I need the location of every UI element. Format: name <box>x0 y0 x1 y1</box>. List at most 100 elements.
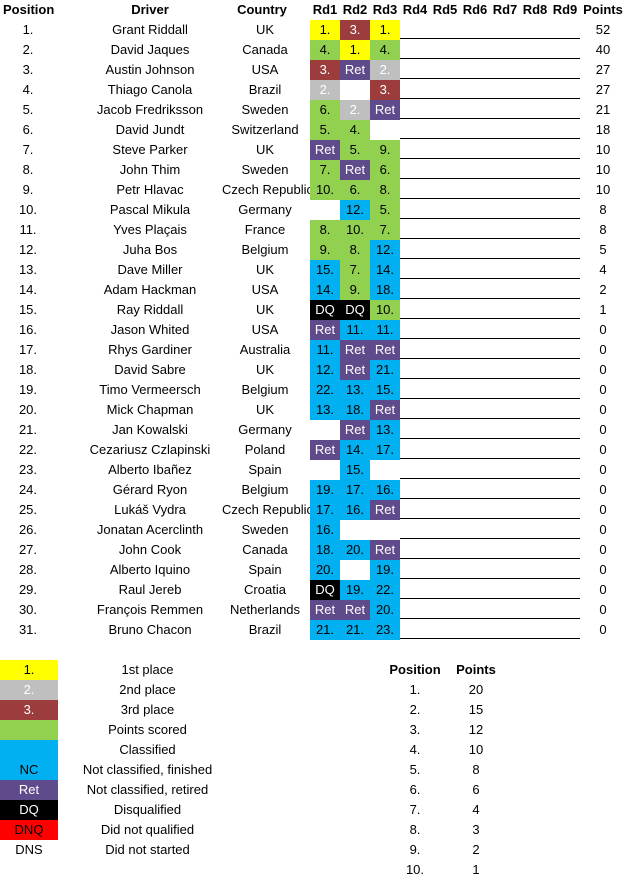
row-divider <box>400 418 580 419</box>
result-rd2: 17. <box>340 480 370 500</box>
result-rd1: 19. <box>310 480 340 500</box>
points-table-points: 1 <box>472 862 480 877</box>
result-rd1: 8. <box>310 220 340 240</box>
row-points: 1 <box>599 302 607 317</box>
row-divider <box>400 538 580 539</box>
row-country: Czech Republic <box>222 502 314 517</box>
row-points: 27 <box>595 62 611 77</box>
points-table-points: 12 <box>468 722 484 737</box>
row-divider <box>400 318 580 319</box>
row-points: 0 <box>599 562 607 577</box>
legend-label: Did not qualified <box>100 822 195 837</box>
row-driver: Jason Whited <box>110 322 190 337</box>
points-table-position: 5. <box>409 762 421 777</box>
result-rd2: 13. <box>340 380 370 400</box>
result-rd2: Ret <box>340 600 370 620</box>
row-driver: John Cook <box>118 542 182 557</box>
row-country: USA <box>251 282 279 297</box>
row-divider <box>400 78 580 79</box>
row-points: 21 <box>595 102 611 117</box>
legend-swatch <box>0 720 58 740</box>
row-position: 27. <box>18 542 38 557</box>
row-driver: Mick Chapman <box>106 402 194 417</box>
row-points: 0 <box>599 382 607 397</box>
result-rd1: 10. <box>310 180 340 200</box>
row-driver: Alberto Iquino <box>109 562 191 577</box>
legend-label: 1st place <box>121 662 174 677</box>
row-divider <box>400 358 580 359</box>
result-rd3: 18. <box>370 280 400 300</box>
row-country: Croatia <box>244 582 286 597</box>
row-points: 0 <box>599 622 607 637</box>
result-rd1: Ret <box>310 440 340 460</box>
row-position: 12. <box>18 242 38 257</box>
row-country: France <box>244 222 286 237</box>
row-position: 28. <box>18 562 38 577</box>
legend-label: Points scored <box>108 722 187 737</box>
points-table-points: 4 <box>472 802 480 817</box>
result-rd3: 20. <box>370 600 400 620</box>
row-position: 26. <box>18 522 38 537</box>
points-table-position: 8. <box>409 822 421 837</box>
result-rd2: 5. <box>340 140 370 160</box>
row-position: 23. <box>18 462 38 477</box>
row-driver: David Jaques <box>110 42 190 57</box>
row-divider <box>400 598 580 599</box>
result-rd3: 22. <box>370 580 400 600</box>
row-points: 0 <box>599 502 607 517</box>
row-divider <box>400 478 580 479</box>
result-rd1: 22. <box>310 380 340 400</box>
result-rd3: 4. <box>370 40 400 60</box>
row-country: Sweden <box>241 522 289 537</box>
row-driver: Rhys Gardiner <box>108 342 192 357</box>
result-rd2: 14. <box>340 440 370 460</box>
header-rd7: Rd7 <box>492 2 518 17</box>
result-rd2: Ret <box>340 160 370 180</box>
row-country: UK <box>255 22 275 37</box>
legend-label: Did not started <box>105 842 190 857</box>
row-country: Canada <box>242 542 288 557</box>
row-points: 0 <box>599 362 607 377</box>
row-position: 18. <box>18 362 38 377</box>
row-driver: Jan Kowalski <box>112 422 188 437</box>
result-rd2: 4. <box>340 120 370 140</box>
result-rd3: Ret <box>370 540 400 560</box>
points-table-header-points: Points <box>456 662 496 677</box>
row-divider <box>400 558 580 559</box>
result-rd2: 21. <box>340 620 370 640</box>
result-rd1: Ret <box>310 600 340 620</box>
header-rd6: Rd6 <box>462 2 488 17</box>
result-rd1: 11. <box>310 340 340 360</box>
row-position: 29. <box>18 582 38 597</box>
result-rd1: 6. <box>310 100 340 120</box>
result-rd3: 7. <box>370 220 400 240</box>
result-rd1: 14. <box>310 280 340 300</box>
row-position: 14. <box>18 282 38 297</box>
row-driver: David Sabre <box>114 362 186 377</box>
result-rd3: Ret <box>370 400 400 420</box>
row-points: 27 <box>595 82 611 97</box>
legend-label: Not classified, retired <box>86 782 209 797</box>
row-country: Canada <box>242 42 288 57</box>
legend-label: 2nd place <box>119 682 176 697</box>
row-country: Netherlands <box>229 602 301 617</box>
row-driver: Raul Jereb <box>118 582 182 597</box>
row-position: 17. <box>18 342 38 357</box>
legend-swatch: 2. <box>0 680 58 700</box>
result-rd1: 21. <box>310 620 340 640</box>
result-rd2 <box>340 80 370 100</box>
row-driver: Bruno Chacon <box>108 622 192 637</box>
header-rd5: Rd5 <box>432 2 458 17</box>
row-driver: Petr Hlavac <box>116 182 184 197</box>
result-rd1: DQ <box>310 580 340 600</box>
header-rd1: Rd1 <box>312 2 338 17</box>
row-points: 0 <box>599 522 607 537</box>
result-rd2: 16. <box>340 500 370 520</box>
result-rd1: 15. <box>310 260 340 280</box>
result-rd2: 18. <box>340 400 370 420</box>
row-divider <box>400 338 580 339</box>
points-table-position: 3. <box>409 722 421 737</box>
row-points: 18 <box>595 122 611 137</box>
row-driver: Adam Hackman <box>103 282 197 297</box>
points-table-header-position: Position <box>389 662 441 677</box>
